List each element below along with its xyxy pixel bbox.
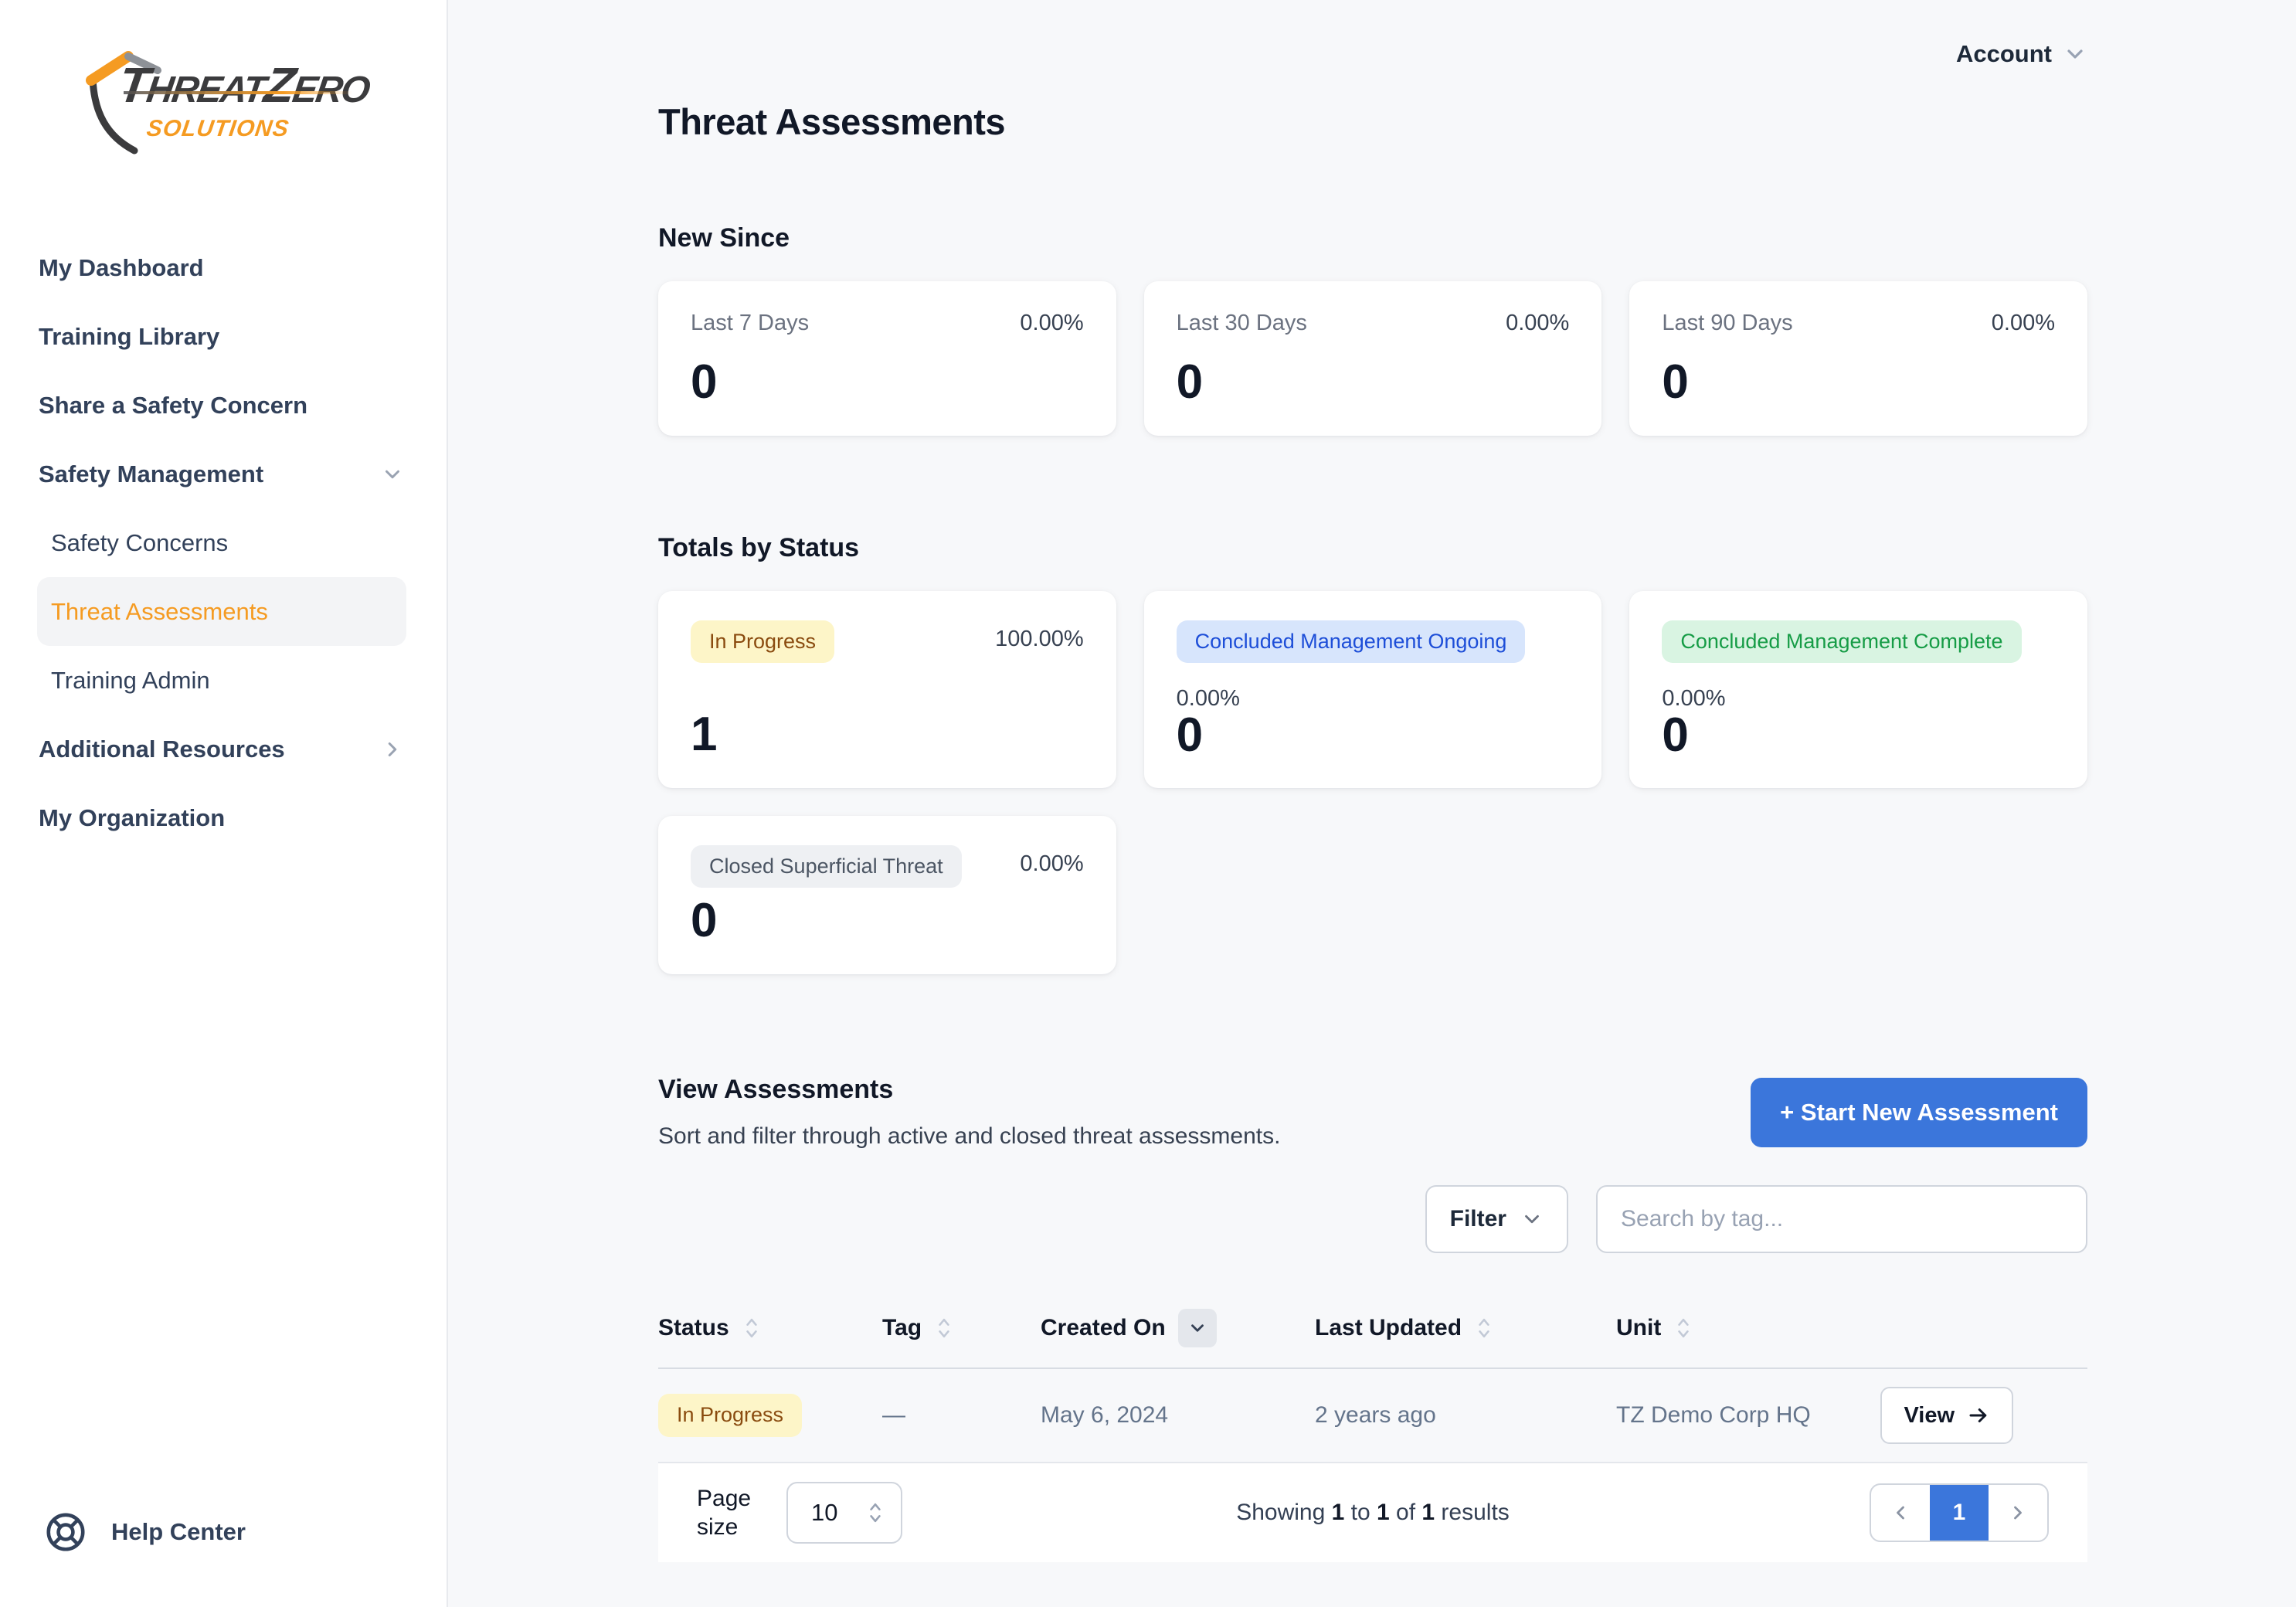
sidebar-item-share-safety-concern[interactable]: Share a Safety Concern bbox=[39, 391, 308, 419]
brand-tagline: SOLUTIONS bbox=[144, 116, 291, 141]
threatzero-logo[interactable]: THREATZERO SOLUTIONS bbox=[83, 40, 372, 156]
row-status-badge: In Progress bbox=[658, 1394, 803, 1437]
brand-wordmark: THREATZERO bbox=[114, 57, 372, 113]
account-label: Account bbox=[1956, 40, 2052, 67]
status-value: 0 bbox=[1662, 708, 1689, 763]
chevron-down-icon bbox=[381, 463, 404, 486]
main-content: Account Threat Assessments New Since Las… bbox=[448, 0, 2296, 1607]
status-badge: Closed Superficial Threat bbox=[691, 845, 962, 888]
stat-card-last-30-days: Last 30 Days 0.00% 0 bbox=[1143, 281, 1602, 436]
account-menu[interactable]: Account bbox=[658, 31, 2087, 77]
help-center-link[interactable]: Help Center bbox=[0, 1510, 447, 1554]
stat-label: Last 7 Days bbox=[691, 311, 810, 335]
sidebar: THREATZERO SOLUTIONS My Dashboard Traini… bbox=[0, 0, 448, 1607]
status-percent: 100.00% bbox=[995, 627, 1084, 651]
view-assessment-button[interactable]: View bbox=[1880, 1387, 2013, 1444]
row-unit-cell: TZ Demo Corp HQ bbox=[1616, 1402, 1811, 1428]
column-header-status[interactable]: Status bbox=[658, 1315, 882, 1341]
totals-by-status-cards: In Progress 100.00% 1 Concluded Manageme… bbox=[658, 591, 2087, 974]
status-card-concluded-management-complete: Concluded Management Complete 0.00% 0 bbox=[1629, 591, 2087, 788]
status-value: 0 bbox=[691, 894, 718, 947]
sort-icon bbox=[1474, 1315, 1494, 1341]
stat-label: Last 30 Days bbox=[1176, 311, 1307, 335]
stat-value: 0 bbox=[1176, 355, 1204, 409]
status-value: 0 bbox=[1176, 708, 1204, 763]
start-new-assessment-button[interactable]: + Start New Assessment bbox=[1751, 1078, 2087, 1147]
page-title: Threat Assessments bbox=[658, 101, 1006, 142]
previous-page-button[interactable] bbox=[1871, 1485, 1930, 1541]
sidebar-item-safety-management[interactable]: Safety Management bbox=[0, 440, 447, 508]
column-header-last-updated[interactable]: Last Updated bbox=[1315, 1315, 1616, 1341]
search-by-tag-input[interactable] bbox=[1596, 1185, 2087, 1253]
sidebar-item-threat-assessments[interactable]: Threat Assessments bbox=[37, 577, 406, 646]
column-header-unit[interactable]: Unit bbox=[1616, 1315, 2087, 1341]
row-created-on-cell: May 6, 2024 bbox=[1041, 1402, 1169, 1428]
sidebar-item-my-dashboard[interactable]: My Dashboard bbox=[39, 253, 204, 281]
chevron-down-icon bbox=[2067, 49, 2083, 59]
page-number-button[interactable]: 1 bbox=[1930, 1485, 1989, 1541]
status-card-closed-superficial-threat: Closed Superficial Threat 0.00% 0 bbox=[658, 816, 1116, 974]
status-card-in-progress: In Progress 100.00% 1 bbox=[658, 591, 1116, 788]
status-badge: Concluded Management Complete bbox=[1662, 620, 2022, 664]
sort-icon bbox=[934, 1315, 954, 1341]
new-since-heading: New Since bbox=[658, 223, 790, 253]
status-value: 1 bbox=[691, 708, 718, 761]
threatzero-shield-icon bbox=[86, 51, 161, 155]
status-percent: 0.00% bbox=[1662, 686, 1726, 712]
assessment-table-row: In Progress — May 6, 2024 2 years ago TZ… bbox=[658, 1369, 2087, 1462]
stat-percent: 0.00% bbox=[1506, 311, 1570, 335]
sidebar-item-training-admin[interactable]: Training Admin bbox=[51, 666, 210, 694]
row-last-updated-cell: 2 years ago bbox=[1315, 1402, 1436, 1428]
stat-value: 0 bbox=[1662, 355, 1689, 409]
lifebuoy-icon bbox=[46, 1513, 85, 1551]
new-since-cards: Last 7 Days 0.00% 0 Last 30 Days 0.00% 0… bbox=[658, 281, 2087, 436]
stat-card-last-90-days: Last 90 Days 0.00% 0 bbox=[1629, 281, 2087, 436]
stat-percent: 0.00% bbox=[1991, 311, 2055, 335]
sort-icon bbox=[742, 1315, 762, 1341]
chevron-right-icon bbox=[381, 738, 404, 761]
chevron-right-icon bbox=[2014, 1506, 2022, 1520]
spinner-arrows-icon bbox=[870, 1503, 881, 1523]
sidebar-item-my-organization[interactable]: My Organization bbox=[39, 804, 226, 831]
stat-value: 0 bbox=[691, 355, 718, 409]
sidebar-item-safety-concerns[interactable]: Safety Concerns bbox=[51, 528, 229, 556]
status-percent: 0.00% bbox=[1176, 686, 1240, 712]
stat-percent: 0.00% bbox=[1020, 311, 1084, 335]
page-size-label: Page size bbox=[697, 1485, 752, 1541]
sidebar-nav: My Dashboard Training Library Share a Sa… bbox=[0, 233, 447, 852]
arrow-right-icon bbox=[1969, 1408, 1987, 1422]
chevron-down-icon bbox=[1525, 1215, 1539, 1224]
stat-label: Last 90 Days bbox=[1662, 311, 1793, 335]
sidebar-item-additional-resources[interactable]: Additional Resources bbox=[0, 715, 447, 783]
next-page-button[interactable] bbox=[1989, 1485, 2047, 1541]
brand-swoosh-line bbox=[124, 91, 352, 94]
status-badge: In Progress bbox=[691, 620, 835, 664]
view-assessments-subtitle: Sort and filter through active and close… bbox=[658, 1123, 1281, 1149]
filter-button[interactable]: Filter bbox=[1425, 1185, 1568, 1253]
chevron-left-icon bbox=[1897, 1506, 1904, 1520]
view-assessments-section: View Assessments Sort and filter through… bbox=[658, 1075, 2087, 1562]
column-header-created-on[interactable]: Created On bbox=[1041, 1309, 1315, 1347]
view-assessments-heading: View Assessments bbox=[658, 1075, 894, 1104]
table-footer: Page size 10 Showing 1 to 1 of 1 results… bbox=[658, 1462, 2087, 1562]
table-toolbar: Filter bbox=[658, 1185, 2087, 1253]
pagination: 1 bbox=[1870, 1483, 2049, 1542]
chevron-down-icon bbox=[1190, 1324, 1204, 1332]
sidebar-item-training-library[interactable]: Training Library bbox=[39, 322, 220, 350]
sort-icon bbox=[1673, 1315, 1693, 1341]
status-badge: Concluded Management Ongoing bbox=[1176, 620, 1526, 664]
row-tag-cell: — bbox=[882, 1402, 905, 1428]
status-card-concluded-management-ongoing: Concluded Management Ongoing 0.00% 0 bbox=[1143, 591, 1602, 788]
assessments-table-header: Status Tag Created On Last Updated Unit bbox=[658, 1309, 2087, 1369]
help-center-label: Help Center bbox=[111, 1518, 246, 1545]
column-header-tag[interactable]: Tag bbox=[882, 1315, 1041, 1341]
page-size-select[interactable]: 10 bbox=[786, 1482, 902, 1544]
status-percent: 0.00% bbox=[1020, 851, 1084, 876]
stat-card-last-7-days: Last 7 Days 0.00% 0 bbox=[658, 281, 1116, 436]
totals-by-status-heading: Totals by Status bbox=[658, 533, 860, 562]
results-summary: Showing 1 to 1 of 1 results bbox=[1236, 1500, 1510, 1525]
sort-descending-chip[interactable] bbox=[1177, 1309, 1217, 1347]
